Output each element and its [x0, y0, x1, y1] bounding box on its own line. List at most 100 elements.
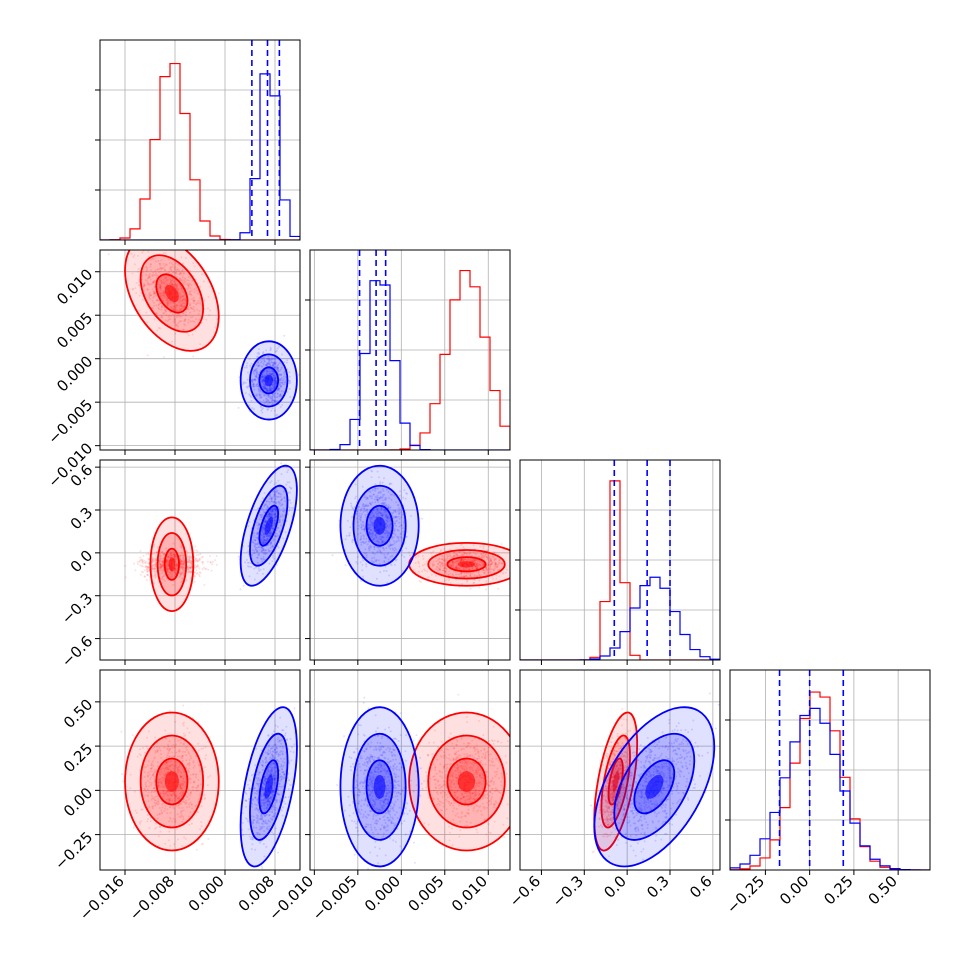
sample-point	[189, 566, 191, 569]
sample-point	[188, 823, 191, 826]
sample-point	[265, 539, 268, 542]
sample-point	[472, 558, 475, 561]
sample-point	[279, 518, 281, 521]
sample-point	[494, 551, 497, 554]
sample-point	[183, 305, 186, 308]
sample-point	[386, 530, 389, 533]
sample-point	[166, 562, 169, 565]
sample-point	[374, 559, 377, 562]
sample-point	[420, 580, 422, 583]
sample-point	[178, 301, 181, 304]
sample-point	[179, 792, 182, 795]
sample-point	[155, 575, 157, 578]
sample-point	[444, 579, 446, 582]
sample-point	[155, 561, 158, 564]
sample-point	[191, 298, 193, 300]
sample-point	[262, 371, 265, 374]
sample-point	[265, 372, 268, 375]
sample-point	[182, 282, 185, 285]
sample-point	[257, 385, 260, 388]
sample-point	[274, 512, 276, 515]
sample-point	[354, 483, 357, 486]
sample-point	[176, 768, 179, 771]
sample-point	[256, 532, 259, 535]
sample-point	[455, 573, 458, 576]
sample-point	[188, 803, 191, 806]
sample-point	[268, 372, 271, 375]
sample-point	[283, 496, 286, 499]
sample-point	[456, 567, 459, 570]
sample-point	[268, 512, 271, 515]
sample-point	[440, 558, 443, 561]
sample-point	[185, 550, 188, 553]
sample-point	[270, 546, 273, 548]
sample-point	[197, 749, 200, 752]
sample-point	[187, 793, 190, 796]
sample-point	[390, 482, 393, 485]
sample-point	[257, 351, 260, 354]
sample-point	[141, 298, 144, 301]
sample-point	[266, 409, 269, 411]
sample-point	[401, 570, 404, 572]
sample-point	[449, 554, 452, 557]
sample-point	[444, 571, 447, 573]
sample-point	[178, 555, 181, 558]
sample-point	[176, 285, 179, 288]
sample-point	[257, 365, 260, 368]
sample-point	[273, 409, 276, 412]
sample-point	[188, 566, 191, 569]
sample-point	[256, 383, 259, 386]
sample-point	[276, 389, 279, 391]
sample-point	[186, 769, 189, 772]
sample-point	[384, 496, 387, 499]
sample-point	[157, 798, 159, 800]
sample-point	[263, 536, 266, 538]
sample-point	[150, 764, 153, 767]
sample-point	[262, 352, 264, 355]
sample-point	[272, 394, 275, 397]
sample-point	[382, 489, 385, 492]
sample-point	[378, 548, 381, 551]
sample-point	[374, 534, 377, 537]
sample-point	[439, 568, 442, 571]
sample-point	[380, 542, 383, 544]
sample-point	[241, 383, 244, 386]
sample-point	[264, 388, 267, 391]
sample-point	[141, 560, 144, 563]
sample-point	[432, 550, 435, 553]
sample-point	[462, 568, 465, 571]
sample-point	[432, 560, 435, 563]
sample-point	[456, 554, 459, 557]
sample-point	[363, 507, 366, 510]
sample-point	[488, 567, 491, 570]
sample-point	[197, 559, 200, 562]
sample-point	[179, 308, 182, 311]
sample-point	[456, 566, 459, 569]
sample-point	[192, 300, 195, 302]
sample-point	[150, 783, 153, 786]
sample-point	[263, 551, 266, 554]
sample-point	[270, 542, 273, 545]
sample-point	[366, 508, 369, 511]
sample-point	[271, 510, 274, 513]
sample-point	[484, 569, 487, 572]
sample-point	[280, 377, 283, 380]
sample-point	[269, 346, 272, 349]
sample-point	[266, 389, 269, 392]
sample-point	[255, 393, 258, 396]
sample-point	[170, 273, 173, 275]
sample-point	[173, 317, 175, 320]
sample-point	[268, 387, 271, 390]
sample-point	[179, 763, 182, 766]
sample-point	[266, 389, 269, 391]
sample-point	[394, 547, 397, 549]
sample-point	[278, 370, 281, 373]
sample-point	[177, 263, 180, 266]
sample-point	[371, 470, 374, 473]
sample-point	[197, 301, 200, 304]
sample-point	[367, 547, 370, 550]
sample-point	[451, 563, 454, 566]
sample-point	[198, 557, 201, 560]
sample-point	[256, 543, 259, 546]
sample-point	[285, 361, 288, 364]
